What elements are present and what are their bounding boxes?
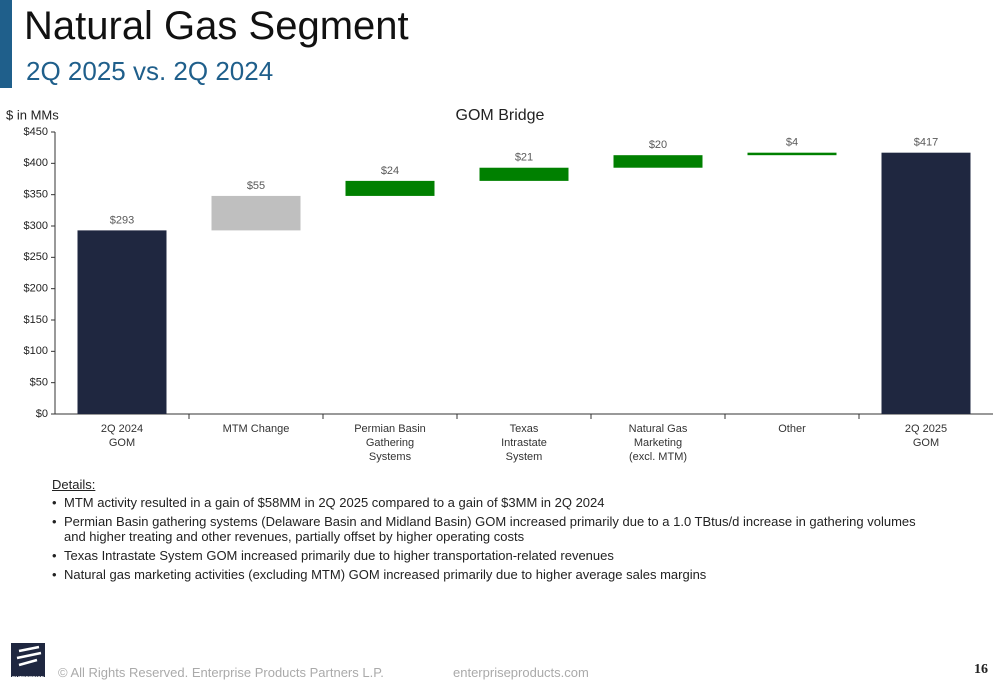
accent-bar	[0, 0, 12, 88]
x-tick-label: 2Q 2024 GOM	[100, 423, 144, 449]
value-label: $417	[914, 137, 938, 149]
y-tick-label: $450	[24, 126, 48, 138]
logo-mark	[16, 645, 42, 667]
y-axis-label: $ in MMs	[6, 107, 59, 122]
x-tick-label: Other	[778, 423, 806, 435]
value-label: $4	[786, 137, 798, 149]
details: Details: MTM activity resulted in a gain…	[52, 477, 922, 586]
y-tick-label: $300	[24, 220, 48, 232]
logo-text: ENTERPRISE	[12, 676, 44, 682]
bullet: Natural gas marketing activities (exclud…	[52, 567, 922, 582]
value-label: $24	[381, 165, 399, 177]
x-tick-label: Texas Intrastate System	[501, 423, 547, 463]
y-tick-label: $250	[24, 251, 48, 263]
value-label: $55	[247, 180, 265, 192]
bar	[479, 167, 569, 181]
bar	[77, 230, 167, 414]
website: enterpriseproducts.com	[453, 665, 589, 680]
value-label: $20	[649, 139, 667, 151]
y-tick-label: $100	[24, 345, 48, 357]
bar	[613, 155, 703, 168]
x-tick-label: MTM Change	[222, 423, 290, 435]
bar	[345, 180, 435, 196]
slide-title: Natural Gas Segment	[24, 4, 409, 48]
bar	[747, 152, 837, 156]
x-tick-label: Natural Gas Marketing (excl. MTM)	[628, 423, 688, 463]
bullet: MTM activity resulted in a gain of $58MM…	[52, 495, 922, 510]
y-tick-label: $0	[36, 408, 48, 420]
chart-title: GOM Bridge	[456, 107, 545, 124]
y-tick-label: $350	[24, 189, 48, 201]
y-tick-label: $50	[30, 377, 48, 389]
chart: GOM Bridge $ in MMs $0 $50 $100 $150 $200 $25…	[6, 107, 993, 420]
details-heading: Details:	[52, 477, 96, 492]
bullet: Permian Basin gathering systems (Delawar…	[52, 514, 922, 544]
y-tick-label: $150	[24, 314, 48, 326]
value-label: $21	[515, 152, 533, 164]
copyright: © All Rights Reserved. Enterprise Produc…	[58, 665, 384, 680]
y-tick-label: $400	[24, 157, 48, 169]
page-number: 16	[974, 662, 988, 677]
bullet: Texas Intrastate System GOM increased pr…	[52, 548, 922, 563]
x-tick-label: Permian Basin Gathering Systems	[354, 423, 426, 463]
value-label: $293	[110, 214, 134, 226]
x-tick-label: 2Q 2025 GOM	[904, 423, 948, 449]
bar	[211, 195, 301, 231]
logo: ENTERPRISE	[11, 643, 45, 682]
bar	[881, 152, 971, 414]
bullet-list: MTM activity resulted in a gain of $58MM…	[52, 495, 922, 582]
y-tick-label: $200	[24, 283, 48, 295]
slide-subtitle: 2Q 2025 vs. 2Q 2024	[26, 56, 274, 86]
